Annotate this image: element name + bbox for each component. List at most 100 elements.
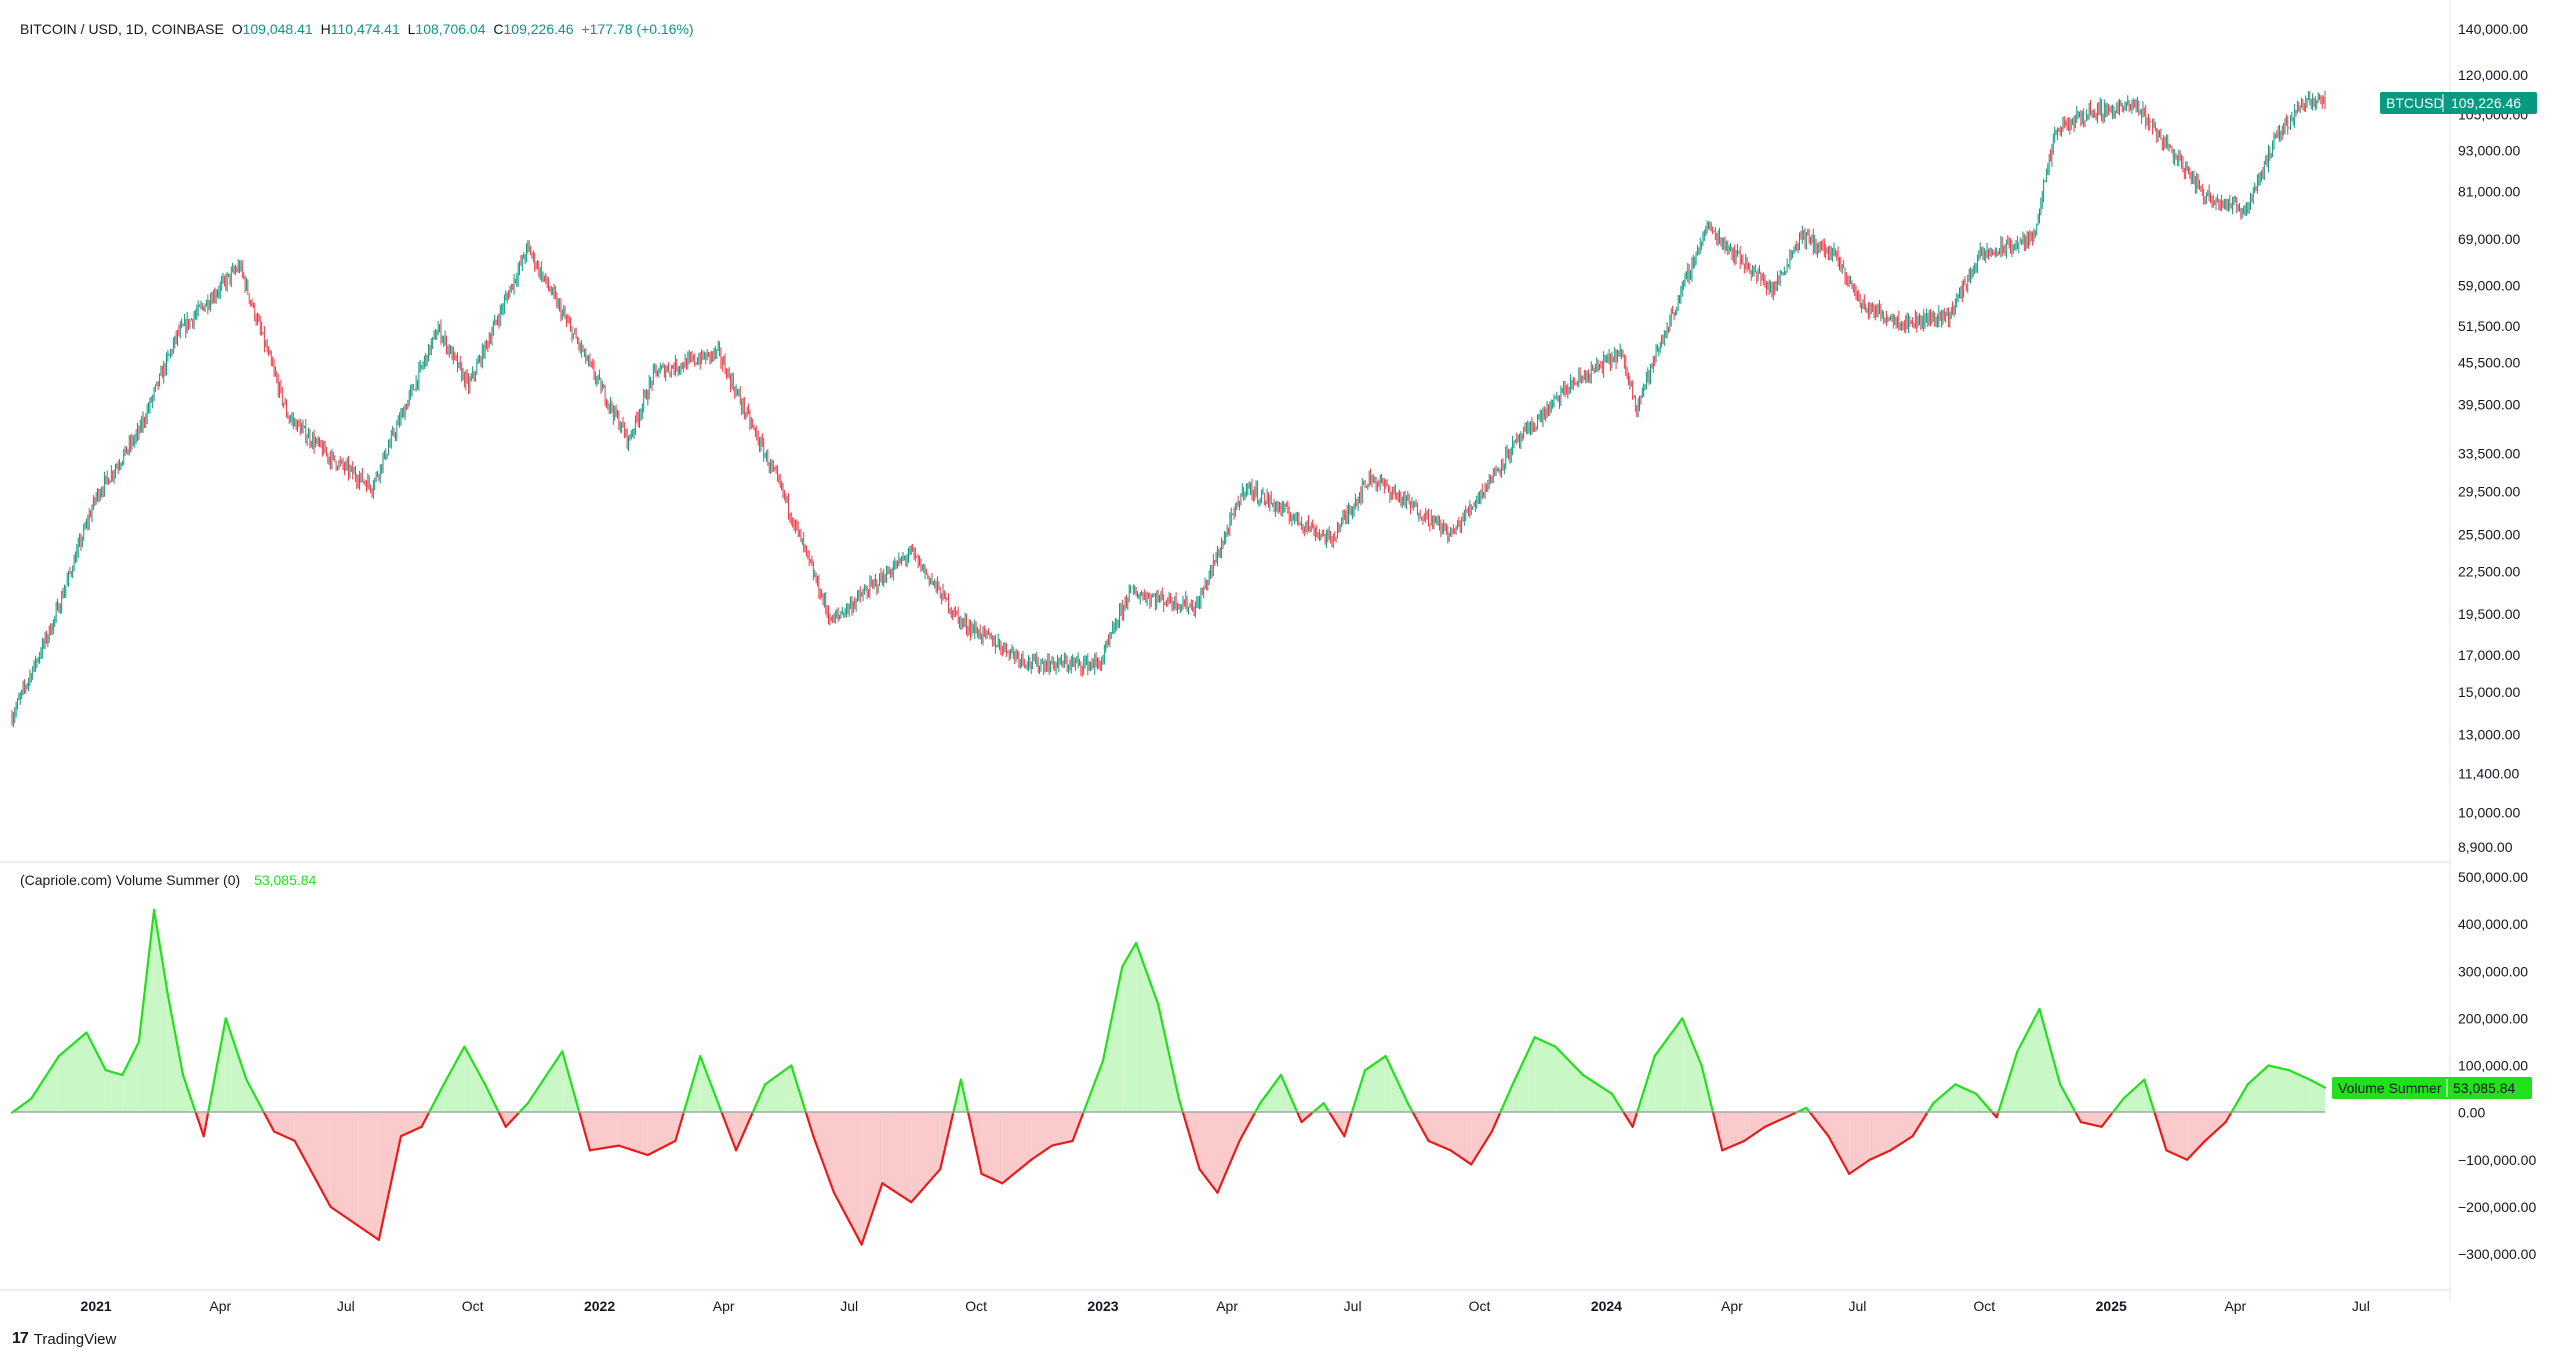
volume-area-positive	[1654, 1018, 1683, 1113]
time-tick-label: Apr	[713, 1298, 735, 1314]
volume-area-positive	[1512, 1037, 1535, 1113]
volume-line-segment	[980, 1172, 1004, 1185]
volume-area-positive	[765, 1065, 792, 1113]
symbol-title: BITCOIN / USD, 1D, COINBASE	[20, 21, 224, 37]
volume-area-positive	[138, 909, 155, 1113]
volume-area-positive	[105, 1070, 123, 1113]
price-tick-label: 59,000.00	[2458, 278, 2520, 294]
volume-line-segment	[262, 1111, 276, 1133]
volume-line-segment	[2246, 1064, 2270, 1086]
volume-area-negative	[2187, 1112, 2206, 1160]
volume-area-positive	[225, 1018, 247, 1113]
time-tick-label: Oct	[462, 1298, 484, 1314]
volume-line-segment	[1350, 1069, 1367, 1114]
volume-area-negative	[813, 1112, 835, 1193]
time-tick-label: Apr	[1216, 1298, 1238, 1314]
volume-line-segment	[1181, 1111, 1201, 1171]
volume-line-segment	[427, 1083, 445, 1114]
volume-line-segment	[420, 1111, 431, 1128]
volume-line-segment	[2059, 1083, 2077, 1114]
volume-area-negative	[358, 1112, 379, 1240]
volume-line-segment	[1681, 1017, 1703, 1067]
symbol-legend[interactable]: BITCOIN / USD, 1D, COINBASE O109,048.41 …	[20, 21, 698, 37]
time-tick-label: Jul	[1344, 1298, 1362, 1314]
volume-area-negative	[1722, 1112, 1745, 1151]
tradingview-logo-text: TradingView	[33, 1330, 117, 1348]
volume-line-segment	[1926, 1102, 1935, 1114]
time-tick-label: Jul	[1848, 1298, 1866, 1314]
time-tick-label: Jul	[2352, 1298, 2370, 1314]
price-tick-label: 39,500.00	[2458, 397, 2520, 413]
volume-line-segment	[1082, 1059, 1105, 1114]
volume-line-segment	[329, 1205, 360, 1227]
volume-line-segment	[1763, 1116, 1787, 1128]
volume-area-negative	[882, 1112, 912, 1203]
volume-line-segment	[1848, 1158, 1871, 1175]
volume-line-segment	[720, 1111, 738, 1152]
volume-line-segment	[224, 1017, 248, 1081]
volume-line-segment	[1511, 1036, 1536, 1086]
volume-area-negative	[1471, 1112, 1492, 1165]
volume-line-segment	[526, 1050, 564, 1105]
volume-area-positive	[1582, 1074, 1612, 1113]
volume-line-segment	[2230, 1083, 2249, 1114]
indicator-legend[interactable]: (Capriole.com) Volume Summer (0) 53,085.…	[20, 872, 320, 888]
volume-line-segment	[2308, 1078, 2327, 1089]
volume-line-segment	[10, 1097, 33, 1114]
volume-line-segment	[517, 1102, 529, 1114]
volume-line-segment	[2038, 1007, 2062, 1086]
close-value: 109,226.46	[503, 21, 574, 37]
volume-line-segment	[1974, 1092, 1994, 1114]
volume-line-segment	[2224, 1111, 2233, 1124]
volume-area-positive	[154, 909, 168, 1113]
volume-line-segment	[1490, 1111, 1502, 1133]
volume-line-segment	[2288, 1069, 2311, 1081]
volume-line-segment	[137, 908, 156, 1044]
volume-area-negative	[911, 1112, 941, 1203]
volume-area-positive	[167, 994, 184, 1113]
volume-line-segment	[832, 1191, 863, 1246]
volume-area-positive	[1955, 1084, 1977, 1113]
volume-area-negative	[1217, 1112, 1240, 1193]
volume-line-segment	[1300, 1111, 1314, 1124]
volume-line-segment	[1071, 1111, 1085, 1143]
volume-line-segment	[1711, 1111, 1724, 1152]
volume-line-segment	[497, 1111, 507, 1128]
volume-line-segment	[2079, 1120, 2103, 1128]
volume-line-segment	[860, 1182, 884, 1246]
volume-line-segment	[1868, 1149, 1892, 1161]
volume-line-segment	[646, 1139, 677, 1157]
volume-line-segment	[1322, 1102, 1331, 1114]
volume-area-positive	[2123, 1079, 2145, 1113]
tradingview-logo[interactable]: 17 TradingView	[12, 1330, 116, 1348]
time-tick-label: Jul	[840, 1298, 858, 1314]
volume-line-segment	[2100, 1111, 2114, 1128]
price-badge-label: BTCUSD	[2386, 95, 2444, 111]
price-series	[11, 90, 2326, 728]
volume-area-negative	[981, 1112, 1003, 1184]
close-label: C	[493, 21, 504, 37]
volume-line-segment	[1449, 1149, 1473, 1166]
volume-line-segment	[699, 1054, 723, 1114]
volume-area-negative	[378, 1112, 401, 1240]
open-value: 109,048.41	[242, 21, 313, 37]
volume-line-segment	[293, 1139, 332, 1208]
volume-line-segment	[2143, 1078, 2156, 1114]
volume-area-negative	[1199, 1112, 1218, 1193]
price-tick-label: 120,000.00	[2458, 67, 2528, 83]
price-tick-label: 45,500.00	[2458, 355, 2520, 371]
time-tick-label: 2025	[2096, 1298, 2127, 1314]
volume-line-segment	[1134, 941, 1160, 1006]
price-badge-value: 109,226.46	[2451, 95, 2521, 111]
volume-line-segment	[2203, 1120, 2227, 1143]
volume-line-segment	[1954, 1083, 1978, 1095]
volume-area-negative	[400, 1112, 422, 1137]
time-tick-label: 2021	[81, 1298, 112, 1314]
volume-line-segment	[1653, 1017, 1684, 1058]
volume-line-segment	[910, 1168, 942, 1204]
volume-line-segment	[1296, 1111, 1303, 1124]
price-tick-label: 19,500.00	[2458, 606, 2520, 622]
volume-summer-series	[10, 908, 2327, 1246]
high-value: 110,474.41	[330, 21, 400, 37]
